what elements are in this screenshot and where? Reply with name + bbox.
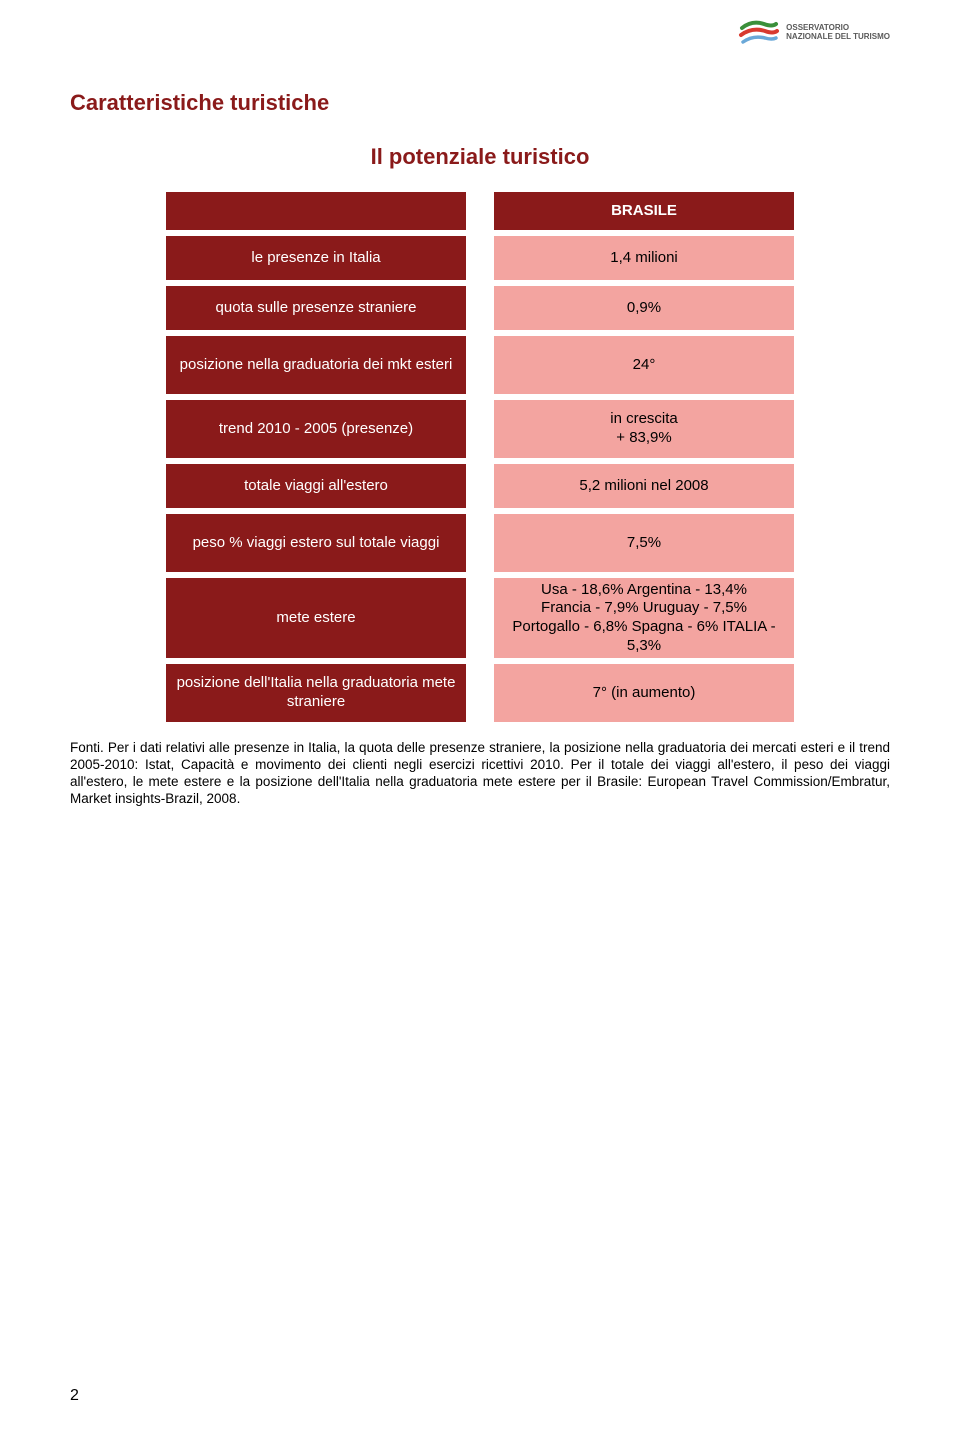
table-row-label: quota sulle presenze straniere [166,286,466,330]
table-row-label: le presenze in Italia [166,236,466,280]
footnote: Fonti. Per i dati relativi alle presenze… [70,740,890,808]
table-row-value: 7,5% [494,514,794,572]
table-row-value: 1,4 milioni [494,236,794,280]
table-row-value: 5,2 milioni nel 2008 [494,464,794,508]
header-logo: Osservatorio Nazionale del Turismo [738,18,890,48]
table-col-labels: le presenze in Italia quota sulle presenz… [166,192,466,722]
table-row-label: mete estere [166,578,466,658]
page-number: 2 [70,1387,79,1405]
subtitle: Il potenziale turistico [70,144,890,170]
table-row-value: 0,9% [494,286,794,330]
table-row-label [166,192,466,230]
table-row-label: totale viaggi all'estero [166,464,466,508]
table-row-label: trend 2010 - 2005 (presenze) [166,400,466,458]
table-row-value: 24° [494,336,794,394]
section-title: Caratteristiche turistiche [70,90,890,116]
logo-swirl-icon [738,18,780,48]
table-row-value: 7° (in aumento) [494,664,794,722]
table-row-label: posizione dell'Italia nella graduatoria … [166,664,466,722]
table-row-value: BRASILE [494,192,794,230]
data-table: le presenze in Italia quota sulle presenz… [70,192,890,722]
logo-text: Osservatorio Nazionale del Turismo [786,24,890,42]
table-row-label: peso % viaggi estero sul totale viaggi [166,514,466,572]
table-row-label: posizione nella graduatoria dei mkt este… [166,336,466,394]
table-col-values: BRASILE 1,4 milioni 0,9% 24° in crescita + 8… [494,192,794,722]
logo-line2: Nazionale del Turismo [786,33,890,42]
table-row-value: Usa - 18,6% Argentina - 13,4% Francia - … [494,578,794,658]
table-row-value: in crescita + 83,9% [494,400,794,458]
